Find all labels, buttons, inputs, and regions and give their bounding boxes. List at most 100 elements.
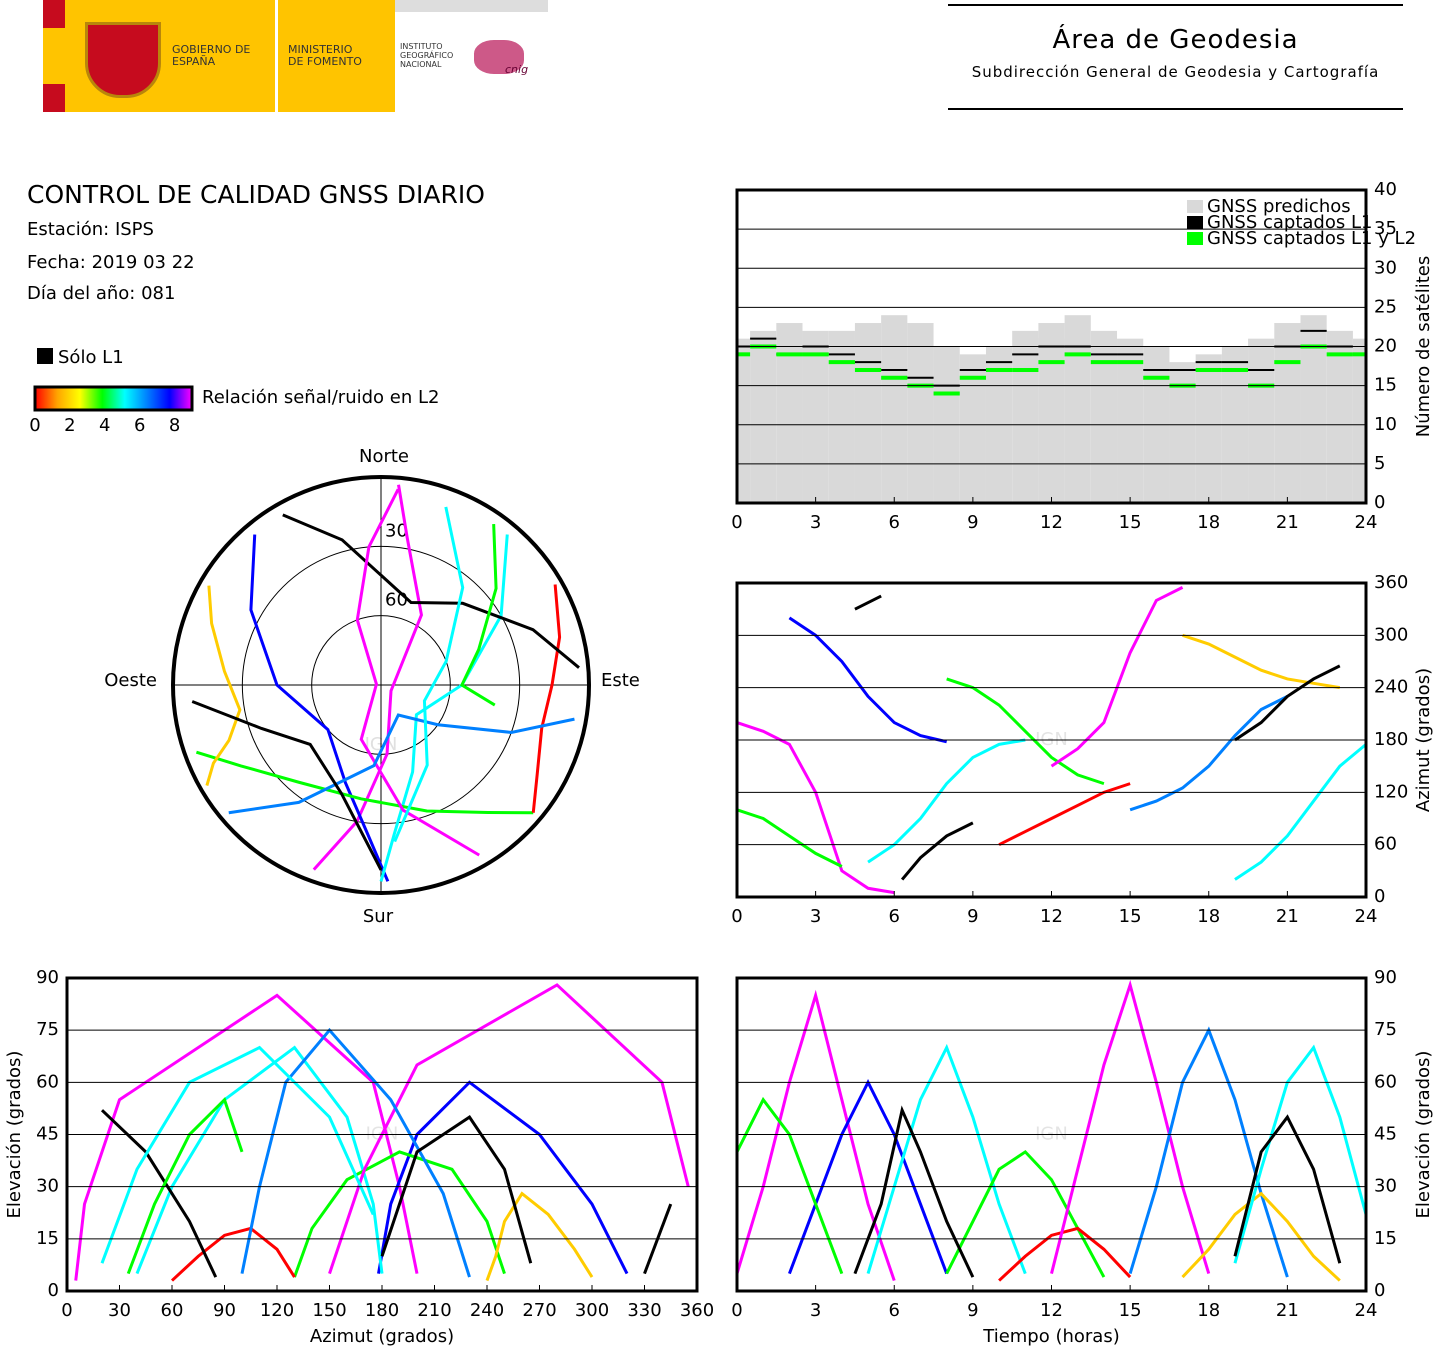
y-tick-label: 40 [1374,179,1397,200]
sky-frame [171,475,591,895]
y-axis-label: Número de satélites [1413,256,1434,438]
predicted-bar [1117,338,1144,503]
y-tick-label: 90 [1374,967,1397,988]
area-subtitle: Subdirección General de Geodesia y Carto… [971,63,1380,81]
gov-text: GOBIERNO DE ESPAÑA [172,43,251,68]
sky-track [379,534,509,882]
predicted-bar [1090,330,1118,503]
predicted-bar [881,315,908,503]
x-tick-label: 18 [1197,906,1220,927]
logo-flag [43,0,65,112]
y-tick-label: 20 [1374,336,1397,357]
y-tick-label: 15 [36,1228,59,1249]
sky-track [191,700,383,871]
x-tick-label: 120 [260,1300,294,1321]
predicted-bar [802,330,829,503]
cnig-text: cnig [505,63,529,76]
track [736,808,843,868]
x-tick-label: 15 [1119,512,1142,533]
x-tick-label: 360 [680,1300,714,1321]
ministry-text: MINISTERIO DE FOMENTO [288,43,362,68]
report-title: CONTROL DE CALIDAD GNSS DIARIO [27,180,485,209]
colorbar-tick: 0 [29,415,40,436]
y-tick-label: 60 [1374,1071,1397,1092]
x-tick-label: 60 [161,1300,184,1321]
predicted-bar [1012,330,1039,503]
y-tick-label: 60 [1374,834,1397,855]
x-tick-label: 6 [889,906,900,927]
sky-track [459,524,498,707]
y-tick-label: 360 [1374,572,1408,593]
x-tick-label: 330 [627,1300,661,1321]
plot-frame [735,976,1368,1293]
area-title: Área de Geodesia [1052,25,1299,55]
x-tick-label: 3 [810,1300,821,1321]
doy: Día del año: 081 [27,283,176,304]
track [854,594,882,611]
colorbar-tick: 8 [169,415,180,436]
x-tick-label: 12 [1040,906,1063,927]
west-label: Oeste [104,670,157,691]
predicted-bar [1352,338,1366,503]
y-tick-label: 25 [1374,296,1397,317]
track [1234,743,1367,881]
plot-frame [65,976,699,1293]
track [1233,1044,1368,1264]
x-axis-label: Azimut (grados) [310,1326,454,1347]
colorbar-tick: 4 [99,415,110,436]
x-tick-label: 18 [1197,1300,1220,1321]
l1-swatch [37,348,53,364]
x-tick-label: 9 [967,1300,978,1321]
colorbar-label: Relación señal/ruido en L2 [202,387,439,408]
track [293,1150,506,1278]
sky-track [228,713,575,815]
y-tick-label: 5 [1374,453,1385,474]
x-tick-label: 150 [312,1300,346,1321]
x-tick-label: 30 [108,1300,131,1321]
y-tick-label: 30 [1374,1176,1397,1197]
sky-track [282,513,580,669]
track [170,1226,296,1282]
x-tick-label: 21 [1276,906,1299,927]
predicted-bar [1169,362,1196,503]
predicted-bar [737,338,751,503]
predicted-bar [1326,330,1353,503]
logo-ministry [278,0,395,112]
institute-text: INSTITUTO GEOGRÁFICO NACIONAL [400,42,454,69]
predicted-bar [1195,354,1222,503]
y-tick-label: 90 [36,967,59,988]
x-tick-label: 9 [967,512,978,533]
y-tick-label: 30 [1374,257,1397,278]
south-label: Sur [363,906,394,927]
elevation-ring [241,545,521,825]
x-tick-label: 0 [731,1300,742,1321]
y-axis-label: Azimut (grados) [1413,668,1434,812]
y-tick-label: 75 [36,1019,59,1040]
legend-label: GNSS captados L1 [1207,212,1372,233]
predicted-bar [750,330,777,503]
track [1181,1191,1341,1282]
y-axis-label: Elevación (grados) [1413,1051,1434,1219]
predicted-bar [828,330,855,503]
y-tick-label: 180 [1374,729,1408,750]
x-tick-label: 24 [1355,1300,1378,1321]
predicted-bar [1038,323,1065,503]
date: Fecha: 2019 03 22 [27,252,195,273]
x-tick-label: 6 [889,512,900,533]
track [998,1226,1132,1282]
x-tick-label: 15 [1119,906,1142,927]
logo-bar [395,0,548,12]
predicted-bar [1300,315,1327,503]
y-tick-label: 35 [1374,218,1397,239]
legend-swatch [1187,200,1203,213]
x-tick-label: 9 [967,906,978,927]
predicted-bar [854,323,882,503]
l1-label: Sólo L1 [58,347,124,368]
x-tick-label: 3 [810,512,821,533]
x-tick-label: 12 [1040,512,1063,533]
ring-label: 60 [385,590,408,611]
track [100,1045,375,1264]
track [1234,664,1341,742]
logo-cnig [474,40,524,74]
